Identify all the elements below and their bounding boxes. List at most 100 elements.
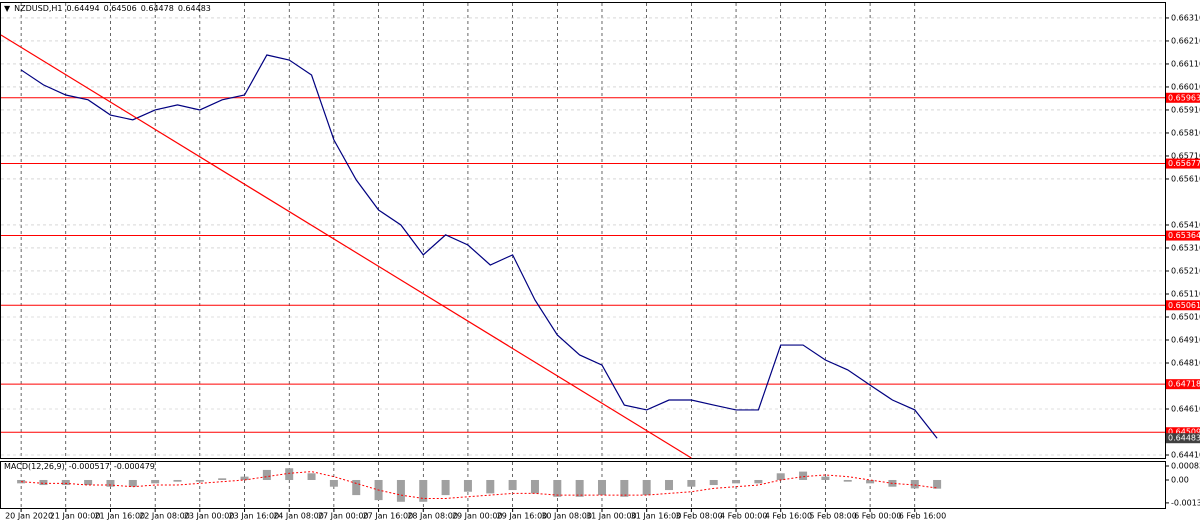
level-label-bg	[1166, 300, 1200, 311]
macd-bar	[195, 479, 204, 482]
y-tick-label: 0.000835	[1171, 461, 1200, 470]
macd-bar	[240, 476, 249, 480]
macd-bar	[486, 479, 495, 494]
signal-line	[21, 471, 938, 499]
x-tick-label: 20 Jan 2020	[5, 512, 53, 521]
last-price-bg	[1166, 433, 1200, 444]
close: 0.64483	[177, 4, 211, 13]
macd-bar	[597, 479, 606, 496]
macd-bar	[307, 473, 316, 480]
x-tick-label: 4 Feb 16:00	[765, 512, 812, 521]
macd-bar	[553, 479, 562, 497]
macd-bar	[441, 479, 450, 496]
macd-bar	[151, 479, 160, 484]
symbol: NZDUSD,H1	[14, 4, 63, 13]
level-label: 0.64718	[1168, 380, 1200, 389]
macd-bar	[530, 479, 539, 494]
price-line	[0, 34, 692, 459]
macd-bar	[642, 479, 651, 496]
macd-bar	[262, 469, 271, 480]
macd-bar	[329, 479, 338, 487]
level-label-bg	[1166, 158, 1200, 169]
arrow: ▼	[4, 4, 11, 13]
macd-bar	[910, 479, 919, 489]
level-label: 0.65364	[1168, 231, 1200, 240]
macd-bar	[128, 479, 137, 487]
x-tick-label: 30 Jan 08:00	[541, 512, 592, 521]
macd-bar	[687, 479, 696, 487]
x-tick-label: 31 Jan 16:00	[631, 512, 682, 521]
level-label: 0.65963	[1168, 93, 1200, 102]
macd-bar	[665, 479, 674, 491]
x-tick-label: 21 Jan 00:00	[50, 512, 101, 521]
main-panel	[0, 2, 1166, 459]
x-tick-label: 21 Jan 16:00	[94, 512, 145, 521]
macd-bar	[285, 468, 294, 480]
level-label-bg	[1166, 379, 1200, 390]
macd-bar	[709, 479, 718, 486]
macd-bar	[463, 479, 472, 492]
x-tick-label: 27 Jan 16:00	[363, 512, 414, 521]
high: 0.64506	[103, 4, 137, 13]
macd-bar	[866, 479, 875, 484]
macd-bar	[106, 479, 115, 487]
level-label-bg	[1166, 92, 1200, 103]
macd-bar	[396, 479, 405, 502]
x-tick-label: 31 Jan 00:00	[586, 512, 637, 521]
macd-bar	[821, 476, 830, 480]
macd-bar	[84, 479, 93, 486]
macd-bar	[754, 479, 763, 484]
x-tick-label: 6 Feb 16:00	[899, 512, 946, 521]
level-label: 0.64509	[1168, 428, 1200, 437]
macd-bar	[419, 479, 428, 502]
price-line	[20, 54, 938, 439]
x-tick-label: 4 Feb 00:00	[720, 512, 767, 521]
macd-bar	[218, 478, 227, 480]
macd-bar	[61, 479, 70, 486]
level-label-bg	[1166, 427, 1200, 438]
macd-bar	[843, 479, 852, 482]
macd-bar	[508, 479, 517, 491]
chart-header: ▼ NZDUSD,H1 0.64494 0.64506 0.64478 0.64…	[4, 4, 211, 13]
x-tick-label: 6 Feb 00:00	[854, 512, 901, 521]
x-tick-label: 24 Jan 08:00	[273, 512, 324, 521]
macd-bar	[352, 479, 361, 496]
x-tick-label: 28 Jan 08:00	[407, 512, 458, 521]
x-tick-label: 27 Jan 00:00	[318, 512, 369, 521]
macd-bar	[799, 471, 808, 480]
low: 0.64478	[140, 4, 174, 13]
x-tick-label: 5 Feb 08:00	[809, 512, 856, 521]
level-label-bg	[1166, 230, 1200, 241]
level-label: 0.65677	[1168, 159, 1200, 168]
y-tick-label: 0.00	[1171, 475, 1189, 484]
macd-bar	[732, 479, 741, 484]
macd-title: MACD(12,26,9)	[4, 462, 65, 471]
macd-header: MACD(12,26,9) -0.000517 -0.000479	[4, 462, 155, 471]
macd-bar	[575, 479, 584, 497]
macd-bar	[173, 479, 182, 482]
x-tick-label: 29 Jan 00:00	[452, 512, 503, 521]
macd-bar	[933, 479, 942, 489]
signal-value: -0.000479	[113, 462, 155, 471]
macd-value: -0.000517	[68, 462, 110, 471]
open: 0.64494	[66, 4, 100, 13]
